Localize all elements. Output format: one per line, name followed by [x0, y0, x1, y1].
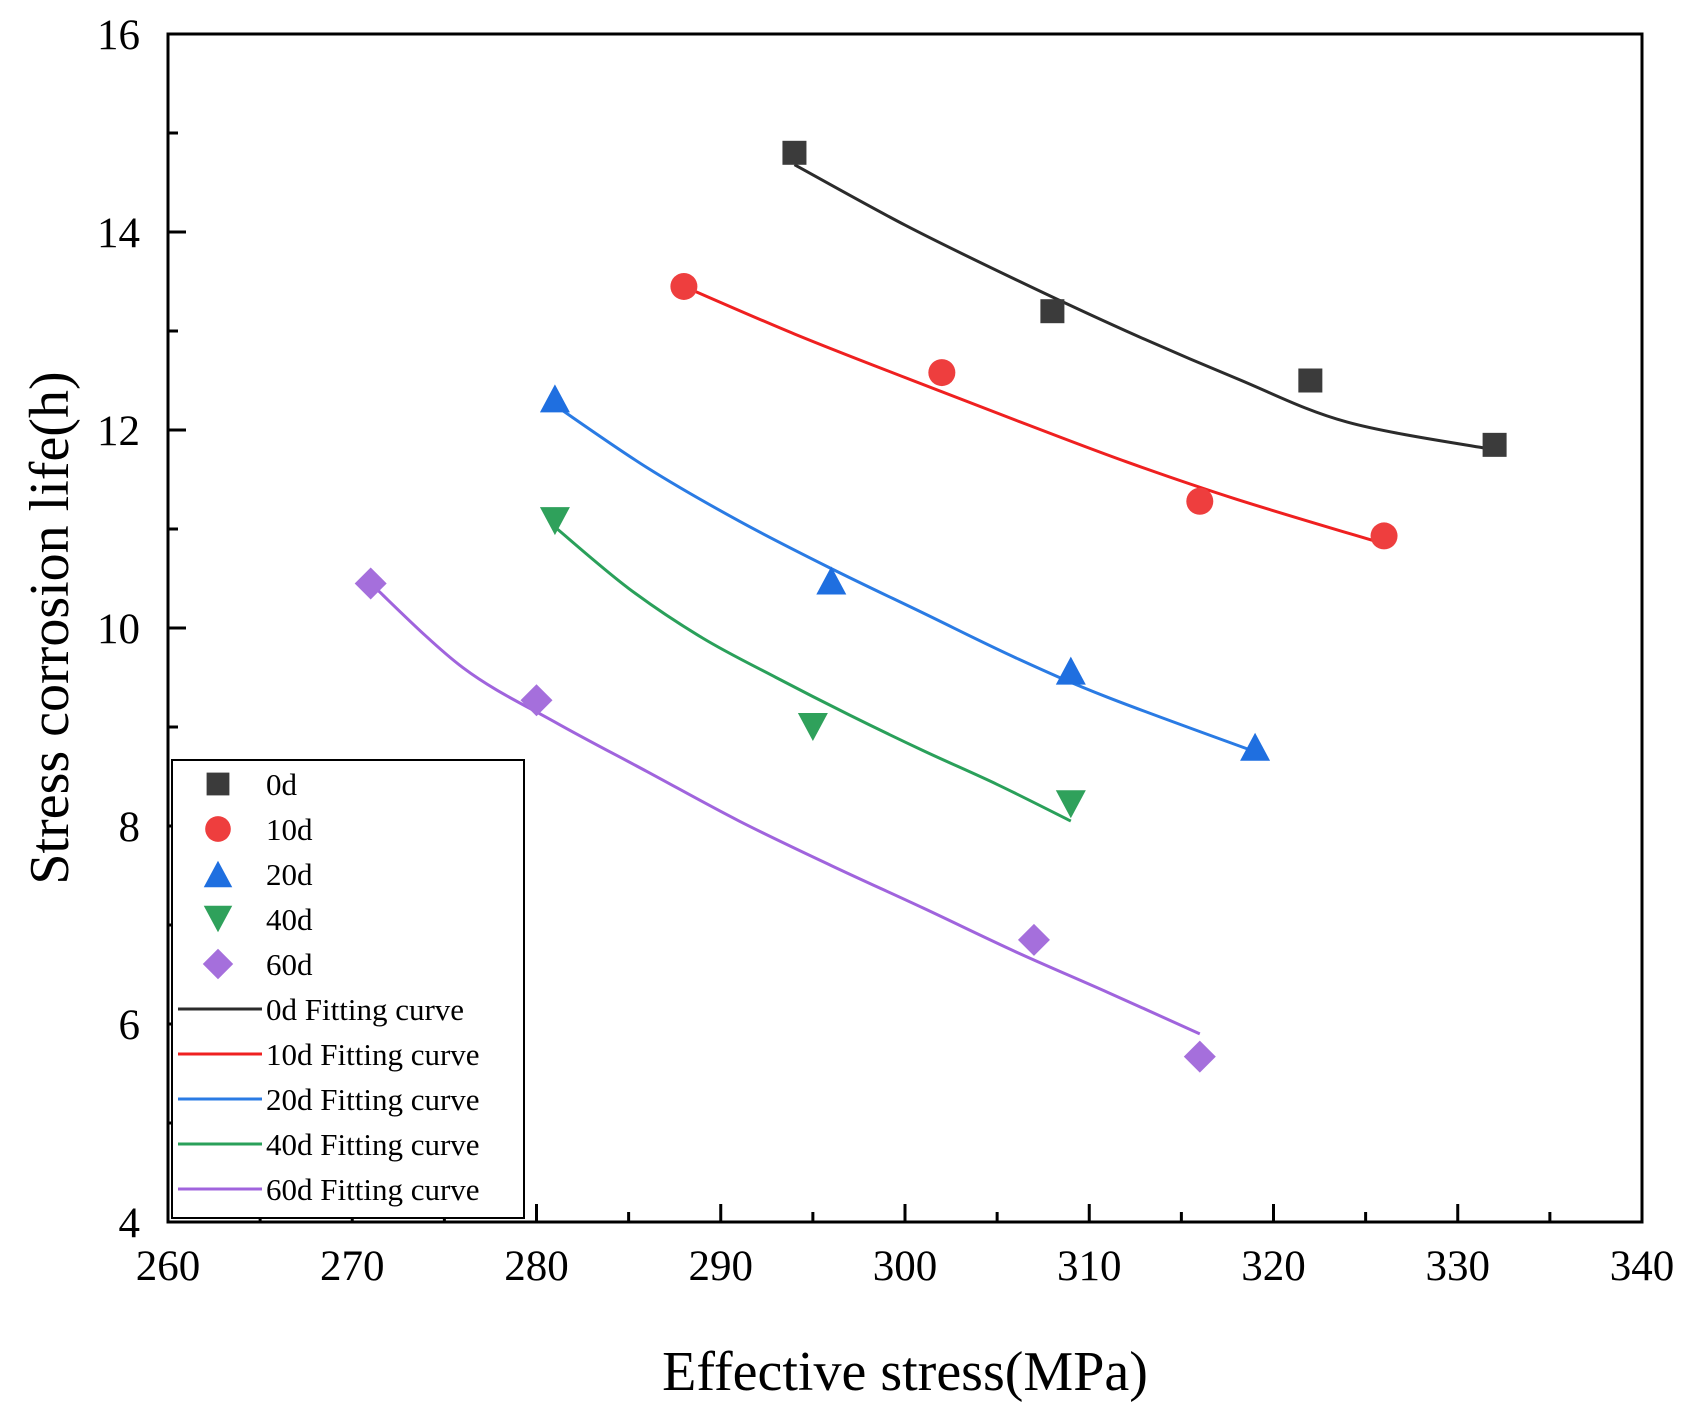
x-tick-label: 280 [504, 1243, 569, 1290]
y-tick-label: 6 [119, 1002, 141, 1049]
x-tick-label: 330 [1426, 1243, 1491, 1290]
legend-label: 10d [266, 812, 313, 847]
fit-curve-0d [793, 163, 1495, 452]
x-tick-label: 340 [1610, 1243, 1675, 1290]
data-point-40d [1055, 790, 1086, 819]
y-tick-label: 4 [119, 1200, 141, 1247]
fit-curve-40d [553, 525, 1072, 823]
data-point-20d [539, 384, 570, 413]
legend-label: 60d Fitting curve [266, 1172, 480, 1207]
y-tick-label: 16 [97, 12, 140, 59]
data-point-0d [782, 140, 807, 165]
legend-marker-40d [203, 905, 233, 933]
fit-curve-60d [369, 582, 1201, 1036]
data-point-10d [670, 272, 698, 300]
legend-label: 20d Fitting curve [266, 1082, 480, 1117]
plot-frame [166, 32, 1644, 1224]
data-point-0d [1040, 299, 1065, 324]
legend-label: 10d Fitting curve [266, 1037, 480, 1072]
legend-marker-60d [202, 948, 234, 980]
tick-labels: 260 270 280 290 300 310 320 330 340 4 6 8 10 12 14 16 [97, 12, 1674, 1290]
data-point-0d [1298, 368, 1323, 393]
legend-marker-20d [203, 860, 233, 888]
legend: 0d 10d 20d 40d 60d 0d Fitting curve 10d Fittin… [171, 759, 525, 1219]
data-point-0d [1482, 432, 1507, 457]
data-point-40d [539, 507, 570, 536]
legend-marker-10d [205, 816, 231, 842]
x-tick-label: 270 [320, 1243, 385, 1290]
legend-label: 20d [266, 857, 313, 892]
data-point-60d [520, 684, 553, 717]
data-point-20d [1055, 656, 1086, 685]
x-tick-label: 260 [136, 1243, 201, 1290]
y-axis-title: Stress corrosion life(h) [19, 371, 81, 884]
legend-label: 0d Fitting curve [266, 992, 464, 1027]
legend-label: 40d Fitting curve [266, 1127, 480, 1162]
data-point-10d [1186, 487, 1214, 515]
data-point-40d [797, 713, 828, 741]
fit-curve-10d [683, 285, 1385, 546]
data-point-20d [816, 566, 847, 595]
y-tick-label: 10 [97, 606, 140, 653]
fit-curve-20d [554, 404, 1256, 754]
x-tick-label: 300 [873, 1243, 938, 1290]
data-point-60d [1183, 1040, 1216, 1073]
data-point-20d [1240, 732, 1271, 761]
legend-marker-0d [206, 772, 230, 796]
legend-label: 40d [266, 902, 313, 937]
data-point-60d [354, 567, 387, 600]
fitting-curves [369, 163, 1495, 1036]
legend-label: 60d [266, 947, 313, 982]
legend-box [171, 759, 525, 1219]
x-tick-label: 310 [1057, 1243, 1122, 1290]
y-tick-label: 14 [97, 210, 140, 257]
data-point-60d [1017, 923, 1050, 956]
x-axis-title: Effective stress(MPa) [662, 1341, 1148, 1403]
y-tick-label: 8 [119, 804, 141, 851]
x-tick-label: 290 [689, 1243, 754, 1290]
legend-label: 0d [266, 767, 298, 802]
data-point-10d [928, 359, 956, 387]
y-tick-label: 12 [97, 408, 140, 455]
data-point-10d [1370, 522, 1398, 550]
data-markers [354, 140, 1507, 1073]
x-tick-label: 320 [1241, 1243, 1306, 1290]
